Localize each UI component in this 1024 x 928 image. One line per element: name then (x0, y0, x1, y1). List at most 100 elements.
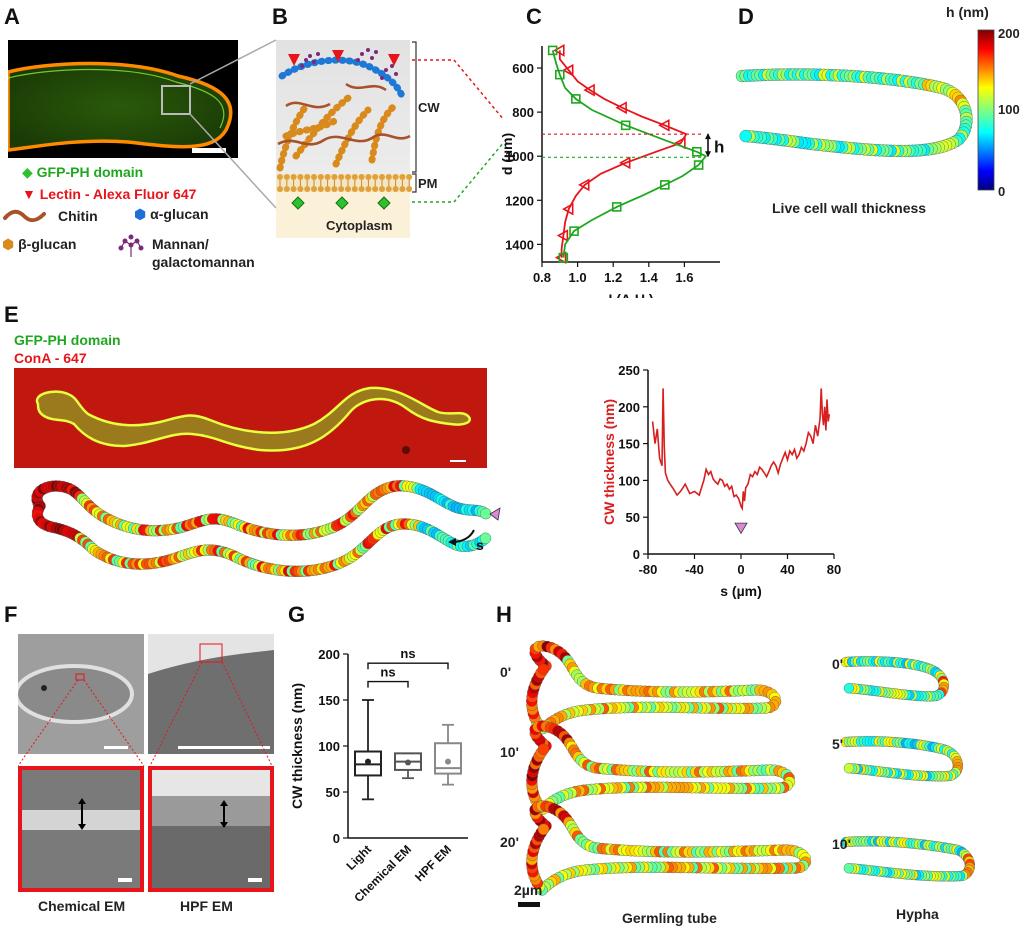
lipid-head (338, 174, 345, 180)
thickness-marker (479, 532, 492, 544)
legend-mannan-line1: Mannan/ (152, 236, 209, 252)
chitin-icon (3, 209, 46, 223)
lipid-head (290, 174, 297, 180)
panel-label-d: D (738, 4, 754, 29)
y-tick-label: 50 (626, 510, 640, 525)
panel-label-f: F (4, 602, 18, 627)
zoom-box (161, 85, 191, 115)
mannan-clusters (300, 48, 398, 80)
lipid-head (358, 174, 365, 180)
panel-e-thickness-map (31, 480, 492, 578)
panel-label-a: A (4, 4, 20, 29)
lipid-head (324, 174, 331, 180)
x-tick-label: -80 (639, 562, 658, 577)
origin-marker (734, 522, 748, 535)
data-point (556, 229, 569, 242)
data-point (562, 202, 574, 216)
y-tick-label: 50 (326, 785, 340, 800)
legend-e-gfp: GFP-PH domain (14, 332, 121, 348)
thickness-marker (739, 129, 752, 143)
thickness-trace (651, 388, 831, 512)
lipid-head (297, 186, 304, 192)
series-line (551, 50, 708, 258)
colorbar-tick-200: 200 (998, 28, 1020, 41)
panel-label-c: C (526, 4, 542, 29)
y-tick-label: 800 (512, 105, 534, 120)
lipid-head (372, 174, 379, 180)
legend-chitin: Chitin (58, 208, 98, 224)
data-point (693, 160, 704, 170)
h-germ-time-20: 20' (500, 834, 519, 850)
significance-bracket (367, 680, 409, 688)
lipid-head (392, 174, 399, 180)
lipid-head (338, 186, 345, 192)
h-hypha-time-10: 10' (832, 836, 851, 852)
lipid-head (317, 186, 324, 192)
label-cw: CW (418, 100, 440, 115)
lipid-head (351, 186, 358, 192)
green-diamond-icon: ◆ (22, 164, 33, 180)
h-annotation: h (714, 137, 724, 156)
s-arrow: s (448, 507, 501, 553)
origin-marker-triangle (489, 507, 501, 521)
x-axis-label: s (µm) (720, 583, 762, 599)
panel-d-caption: Live cell wall thickness (772, 200, 927, 216)
label-hpf-em: HPF EM (180, 898, 233, 914)
lipid-head (379, 186, 385, 192)
y-tick-label: 150 (618, 437, 640, 452)
panel-label-h: H (496, 602, 512, 627)
thickness-marker (537, 823, 550, 836)
lipid-head (385, 186, 392, 192)
lipid-head (392, 186, 399, 192)
thickness-marker (843, 762, 855, 774)
data-point (611, 202, 622, 212)
x-tick-label: 1.0 (569, 270, 587, 285)
mean-dot (445, 758, 451, 765)
y-tick-label: 250 (618, 363, 640, 378)
significance-bracket (367, 662, 449, 670)
h-germ-time-0: 0' (500, 664, 512, 680)
red-triangle-icon: ▼ (22, 186, 36, 202)
data-point (571, 94, 581, 104)
data-point (583, 83, 595, 97)
lipid-head (317, 174, 324, 180)
data-point (660, 180, 670, 190)
data-point (569, 226, 579, 236)
panel-d-thickness-map (735, 68, 973, 158)
significance-label: ns (400, 646, 415, 661)
scale-bar-h (518, 902, 540, 907)
y-tick-label: 150 (318, 693, 340, 708)
lipid-head (277, 186, 283, 192)
y-tick-label: 1200 (505, 193, 534, 208)
lipid-head (399, 174, 406, 180)
h-hypha-caption: Hypha (896, 906, 939, 922)
thickness-marker (843, 683, 855, 694)
x-tick-label: 1.4 (640, 270, 659, 285)
h-germling-caption: Germling tube (622, 910, 717, 926)
x-tick-label: 80 (827, 562, 841, 577)
lipid-head (283, 174, 290, 180)
y-tick-label: 200 (318, 647, 340, 662)
x-axis-label: I (A.U.) (608, 291, 653, 298)
thickness-marker (537, 663, 550, 676)
pm-bracket (412, 173, 417, 193)
lipid-head (406, 186, 413, 192)
panel-e-micrograph (14, 368, 487, 468)
series-line (558, 50, 688, 258)
lipid-head (365, 186, 372, 192)
mean-dot (365, 758, 371, 765)
h-scale-label: 2µm (514, 882, 543, 898)
lipid-head (345, 186, 351, 192)
thickness-marker (843, 862, 855, 874)
data-point (554, 251, 567, 264)
lipid-head (379, 174, 385, 180)
lipid-head (406, 174, 413, 180)
lipid-head (372, 186, 379, 192)
y-tick-label: 0 (333, 831, 340, 846)
data-point (558, 252, 569, 263)
x-tick-label: 1.6 (675, 270, 693, 285)
colorbar-tick-0: 0 (998, 184, 1005, 199)
data-point (615, 101, 627, 115)
panel-f-em (18, 634, 274, 892)
